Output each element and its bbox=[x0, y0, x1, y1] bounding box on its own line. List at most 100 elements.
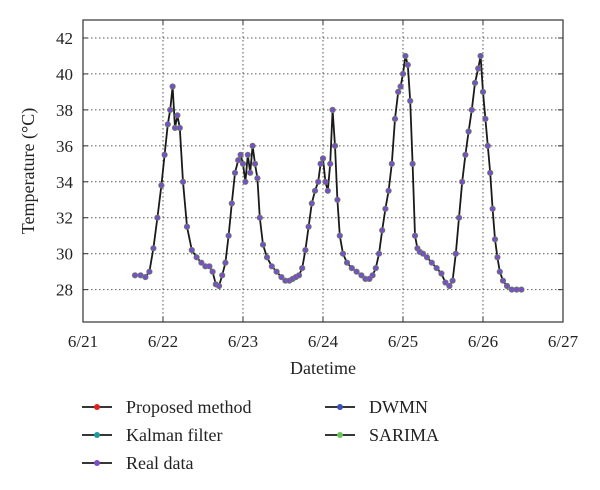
real-data-point bbox=[442, 279, 449, 286]
real-data-point bbox=[322, 178, 329, 185]
legend-marker bbox=[94, 432, 100, 438]
real-data-point bbox=[499, 277, 507, 284]
real-data-point bbox=[379, 227, 386, 234]
y-tick-label: 38 bbox=[56, 101, 73, 120]
real-data-point bbox=[154, 214, 161, 221]
real-data-point bbox=[391, 115, 399, 122]
real-data-point bbox=[142, 274, 149, 281]
real-data-point bbox=[219, 272, 226, 279]
legend-entry: Kalman filter bbox=[82, 425, 222, 445]
grid-layer bbox=[83, 20, 563, 322]
real-data-point bbox=[183, 223, 191, 230]
legend-entry: Real data bbox=[82, 453, 193, 473]
real-data-point bbox=[411, 232, 419, 239]
real-data-point bbox=[409, 160, 416, 167]
real-data-point bbox=[438, 270, 445, 277]
real-data-point bbox=[324, 187, 331, 194]
real-data-point bbox=[491, 236, 499, 243]
legend-marker bbox=[94, 404, 100, 410]
real-data-point bbox=[484, 142, 491, 149]
real-data-point bbox=[305, 223, 312, 230]
real-data-point bbox=[503, 282, 511, 290]
real-data-point bbox=[407, 97, 414, 104]
legend-marker bbox=[337, 432, 343, 438]
real-data-point bbox=[353, 268, 360, 275]
real-data-point bbox=[244, 151, 251, 158]
real-data-point bbox=[193, 254, 200, 261]
real-data-point bbox=[176, 124, 183, 131]
real-data-point bbox=[388, 160, 395, 167]
x-tick-label: 6/23 bbox=[228, 332, 258, 351]
x-tick-label: 6/26 bbox=[468, 332, 498, 351]
real-data-point bbox=[419, 250, 427, 257]
y-tick-label: 32 bbox=[56, 209, 73, 228]
real-data-point bbox=[167, 106, 174, 113]
real-data-point bbox=[278, 274, 285, 281]
real-data-point bbox=[518, 286, 525, 293]
real-data-point bbox=[462, 151, 469, 158]
series-layer bbox=[131, 52, 525, 293]
x-axis-title: Datetime bbox=[290, 358, 356, 378]
real-data-point bbox=[268, 263, 275, 270]
real-data-point bbox=[174, 112, 181, 119]
tick-layer: 6/21 6/22 6/23 6/24 6/25 6/26 6/27 28 30 32 34 36 38… bbox=[56, 20, 579, 351]
real-data-point bbox=[311, 187, 319, 194]
real-data-point bbox=[471, 79, 479, 86]
real-data-point bbox=[308, 200, 315, 207]
real-data-point bbox=[228, 200, 235, 207]
real-data-point bbox=[329, 106, 336, 113]
real-data-point bbox=[336, 232, 343, 239]
real-data-point bbox=[358, 272, 365, 279]
real-data-point bbox=[459, 178, 466, 185]
real-data-point bbox=[319, 155, 327, 162]
y-tick-label: 36 bbox=[56, 137, 73, 156]
real-data-point bbox=[161, 151, 168, 158]
real-data-point bbox=[369, 272, 376, 279]
real-data-point bbox=[385, 187, 392, 194]
legend-entry: DWMN bbox=[325, 397, 428, 417]
y-tick-label: 34 bbox=[56, 173, 74, 192]
x-tick-label: 6/22 bbox=[148, 332, 178, 351]
real-data-point bbox=[259, 241, 267, 248]
real-data-point bbox=[158, 182, 165, 189]
legend-entry: Proposed method bbox=[82, 397, 252, 417]
x-tick-label: 6/25 bbox=[388, 332, 418, 351]
legend-label: Kalman filter bbox=[126, 425, 222, 445]
real-data-point bbox=[273, 268, 280, 275]
real-data-point bbox=[399, 70, 407, 77]
real-data-point bbox=[465, 128, 472, 135]
real-data-point bbox=[150, 245, 157, 252]
legend-label: Proposed method bbox=[126, 397, 252, 417]
x-tick-label: 6/21 bbox=[68, 332, 98, 351]
y-tick-label: 30 bbox=[56, 245, 73, 264]
real-data-point bbox=[339, 250, 347, 257]
real-data-point bbox=[482, 115, 489, 122]
real-data-point bbox=[263, 254, 271, 261]
real-data-point bbox=[468, 106, 475, 113]
legend-label: DWMN bbox=[369, 397, 428, 417]
real-data-point bbox=[452, 250, 459, 257]
real-data-point bbox=[343, 259, 351, 266]
real-data-point bbox=[299, 265, 306, 272]
real-data-point bbox=[254, 175, 261, 182]
real-data-point bbox=[397, 83, 404, 90]
real-data-point bbox=[404, 61, 411, 69]
legend-entry: SARIMA bbox=[325, 425, 439, 445]
real-data-point bbox=[239, 160, 247, 167]
real-data-point bbox=[164, 121, 171, 128]
real-data-point bbox=[215, 282, 223, 290]
real-data-point bbox=[494, 254, 501, 261]
real-data-point bbox=[222, 259, 229, 266]
real-data-point bbox=[327, 160, 334, 167]
real-data-point bbox=[237, 151, 244, 158]
real-data-point bbox=[146, 268, 153, 275]
real-data-point bbox=[475, 65, 482, 72]
real-data-point bbox=[375, 250, 383, 257]
y-tick-label: 40 bbox=[56, 65, 73, 84]
legend: Proposed method DWMN Kalman filter SARIMA Re… bbox=[82, 397, 439, 473]
real-data-point bbox=[256, 214, 263, 221]
real-data-point bbox=[209, 268, 216, 275]
legend-label: Real data bbox=[126, 453, 193, 473]
